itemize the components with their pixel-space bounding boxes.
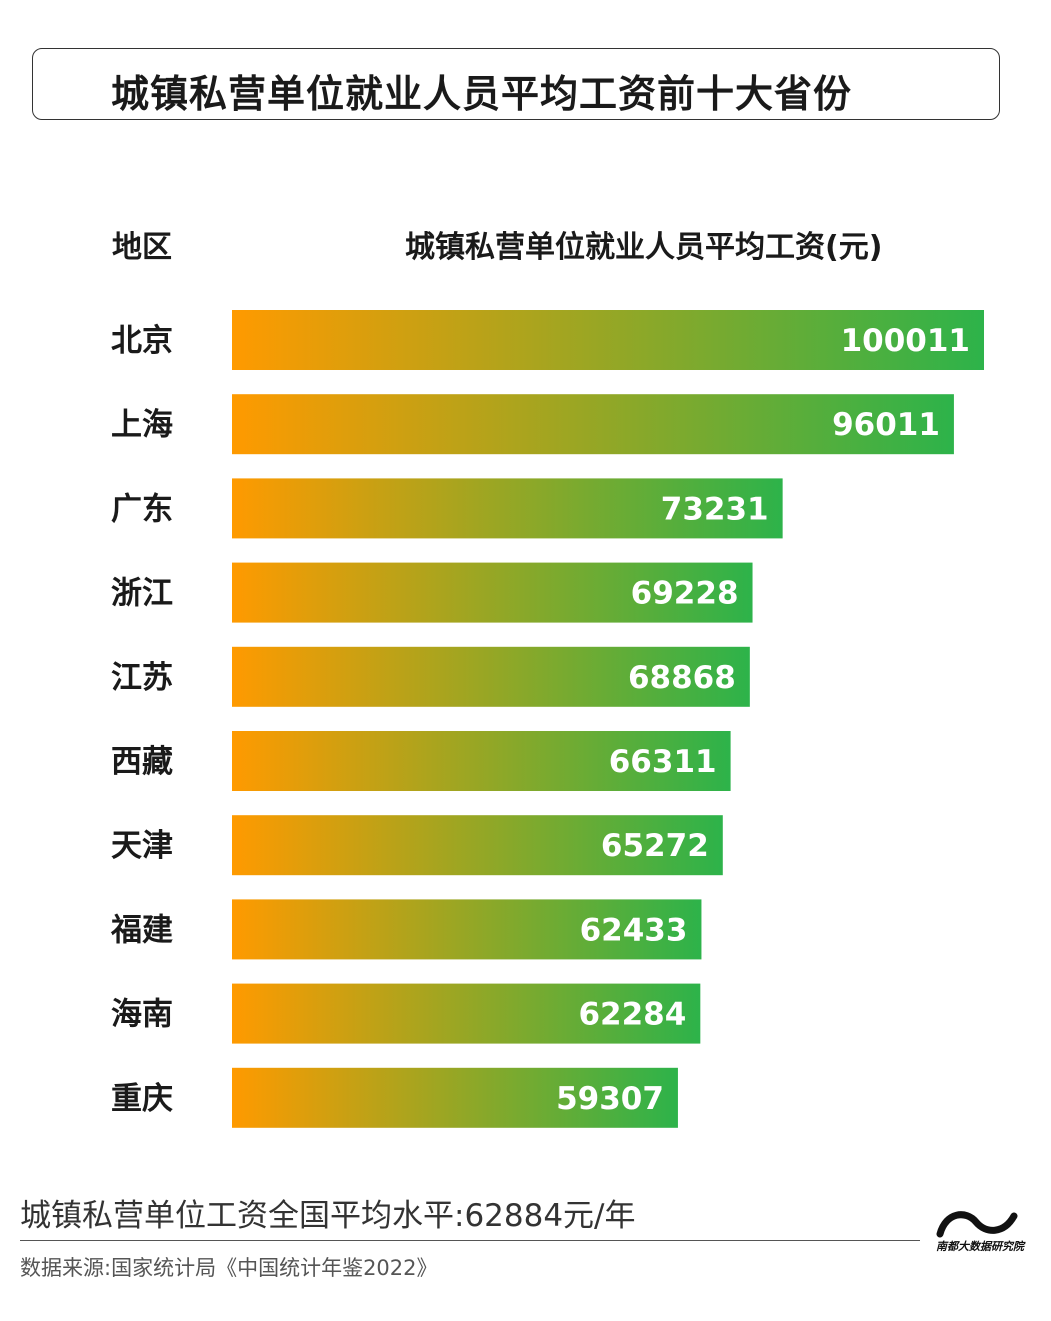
bar xyxy=(232,899,702,960)
bar-chart: 北京 100011 上海 96011 广东 73231 浙江 69228 江苏 68868 西藏 66… xyxy=(110,310,984,1128)
footer-divider xyxy=(20,1240,920,1241)
value-label: 68868 xyxy=(628,660,736,696)
category-label: 西藏 xyxy=(111,744,173,780)
category-label: 上海 xyxy=(111,407,173,443)
bar xyxy=(232,731,731,791)
category-label: 浙江 xyxy=(111,576,173,612)
bar xyxy=(232,394,954,455)
value-label: 59307 xyxy=(556,1081,664,1117)
region-column-header: 地区 xyxy=(112,230,172,265)
bar xyxy=(232,815,723,876)
value-label: 100011 xyxy=(841,323,970,359)
title-box: 城镇私营单位就业人员平均工资前十大省份 xyxy=(32,48,1000,120)
bar xyxy=(232,983,701,1044)
value-label: 66311 xyxy=(609,744,717,780)
category-label: 福建 xyxy=(110,912,173,948)
value-label: 62284 xyxy=(578,997,686,1033)
value-label: 73231 xyxy=(661,491,769,527)
category-label: 重庆 xyxy=(111,1081,173,1117)
value-column-header: 城镇私营单位就业人员平均工资(元) xyxy=(405,230,883,265)
publisher-logo: 南都大数据研究院 xyxy=(936,1208,1024,1258)
value-label: 62433 xyxy=(580,912,688,948)
bar xyxy=(232,310,984,370)
chart-title: 城镇私营单位就业人员平均工资前十大省份 xyxy=(111,72,853,116)
category-label: 广东 xyxy=(111,491,173,527)
category-label: 北京 xyxy=(111,323,173,359)
category-label: 江苏 xyxy=(111,660,173,696)
category-label: 海南 xyxy=(111,997,173,1033)
value-label: 65272 xyxy=(601,828,709,864)
bar xyxy=(232,562,753,623)
value-label: 96011 xyxy=(832,407,940,443)
national-average-note: 城镇私营单位工资全国平均水平:62884元/年 xyxy=(20,1198,636,1234)
bar xyxy=(232,478,783,539)
bar xyxy=(232,1067,678,1128)
logo-text: 南都大数据研究院 xyxy=(936,1240,1024,1253)
value-label: 69228 xyxy=(631,576,739,612)
bar xyxy=(232,646,750,707)
data-source: 数据来源:国家统计局《中国统计年鉴2022》 xyxy=(20,1256,438,1280)
category-label: 天津 xyxy=(111,828,173,864)
wave-logo-icon xyxy=(936,1211,1018,1238)
